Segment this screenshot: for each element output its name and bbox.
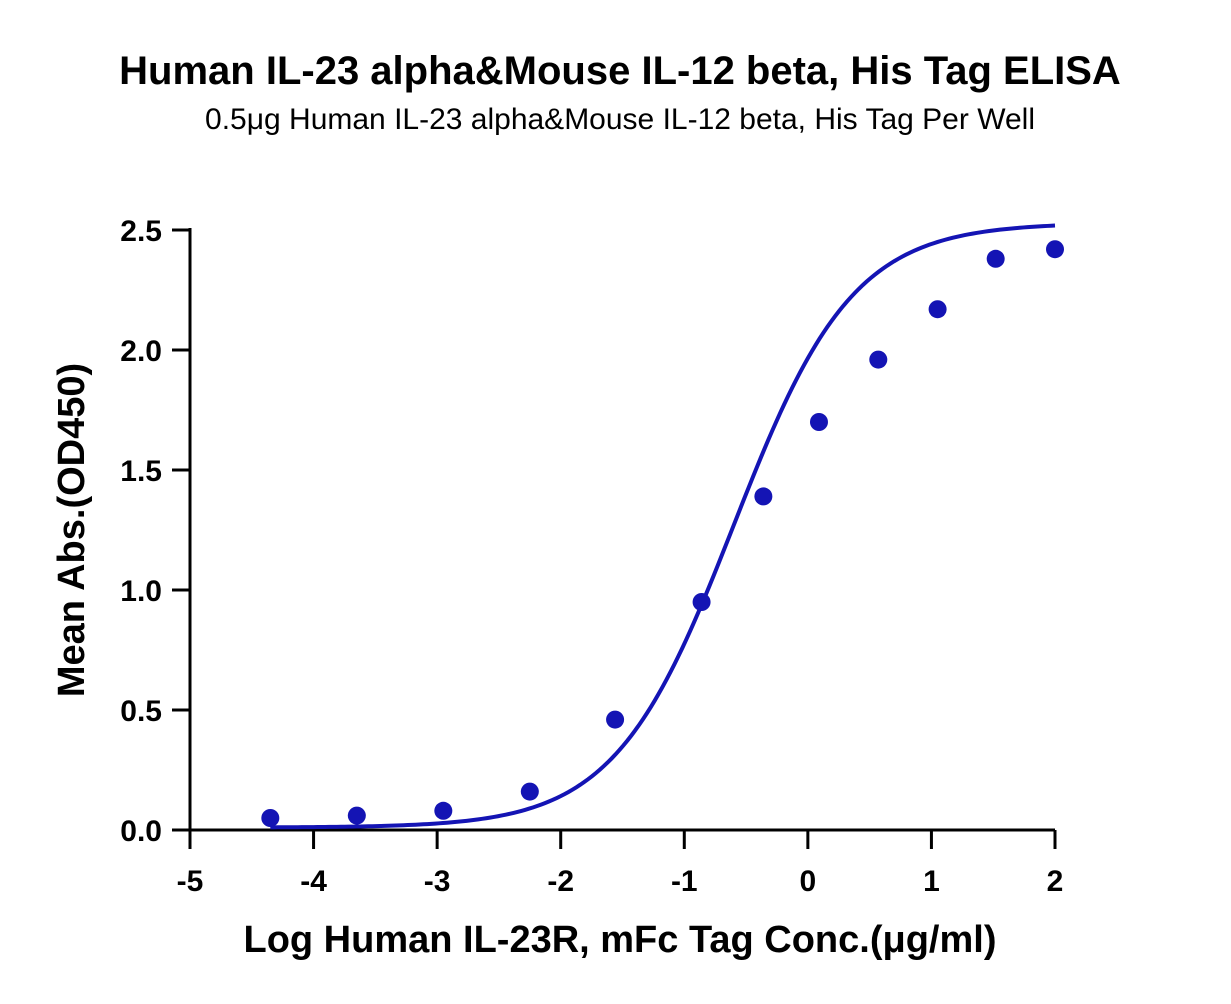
data-point bbox=[261, 809, 280, 827]
x-tick-label: -5 bbox=[177, 865, 204, 898]
data-point bbox=[869, 350, 888, 369]
x-tick-label: 1 bbox=[923, 865, 940, 898]
x-tick-label: -1 bbox=[671, 865, 698, 898]
data-point bbox=[692, 593, 711, 611]
y-tick-label: 1.5 bbox=[120, 455, 162, 488]
x-axis-label: Log Human IL-23R, mFc Tag Conc.(μg/ml) bbox=[243, 919, 996, 961]
x-tick-label: -3 bbox=[424, 865, 451, 898]
x-tick-label: -4 bbox=[300, 865, 327, 898]
data-point bbox=[809, 413, 828, 431]
y-axis-label: Mean Abs.(OD450) bbox=[51, 363, 93, 697]
x-tick-label: 2 bbox=[1047, 865, 1064, 898]
x-tick-label: -2 bbox=[547, 865, 574, 898]
data-point bbox=[754, 487, 773, 506]
y-tick-label: 0.5 bbox=[120, 695, 162, 728]
fit-curve bbox=[270, 223, 1056, 830]
y-tick-label: 2.0 bbox=[120, 335, 162, 368]
data-point bbox=[520, 782, 539, 801]
data-point bbox=[434, 801, 453, 820]
data-point bbox=[606, 710, 625, 729]
data-points bbox=[261, 240, 1064, 827]
data-point bbox=[1046, 240, 1064, 259]
data-point bbox=[347, 806, 366, 825]
chart-title: Human IL-23 alpha&Mouse IL-12 beta, His … bbox=[119, 49, 1121, 93]
y-tick-label: 2.5 bbox=[120, 215, 162, 248]
data-point bbox=[928, 300, 947, 319]
x-ticks: -5 -4 -3 -2 -1 0 1 2 bbox=[177, 830, 1064, 898]
chart-subtitle: 0.5μg Human IL-23 alpha&Mouse IL-12 beta… bbox=[205, 103, 1035, 136]
y-tick-label: 1.0 bbox=[120, 575, 162, 608]
y-ticks: 0.0 0.5 1.0 1.5 2.0 2.5 bbox=[120, 215, 190, 848]
data-point bbox=[986, 249, 1005, 268]
y-tick-label: 0.0 bbox=[120, 815, 162, 848]
axes bbox=[188, 228, 1055, 832]
x-tick-label: 0 bbox=[800, 865, 817, 898]
